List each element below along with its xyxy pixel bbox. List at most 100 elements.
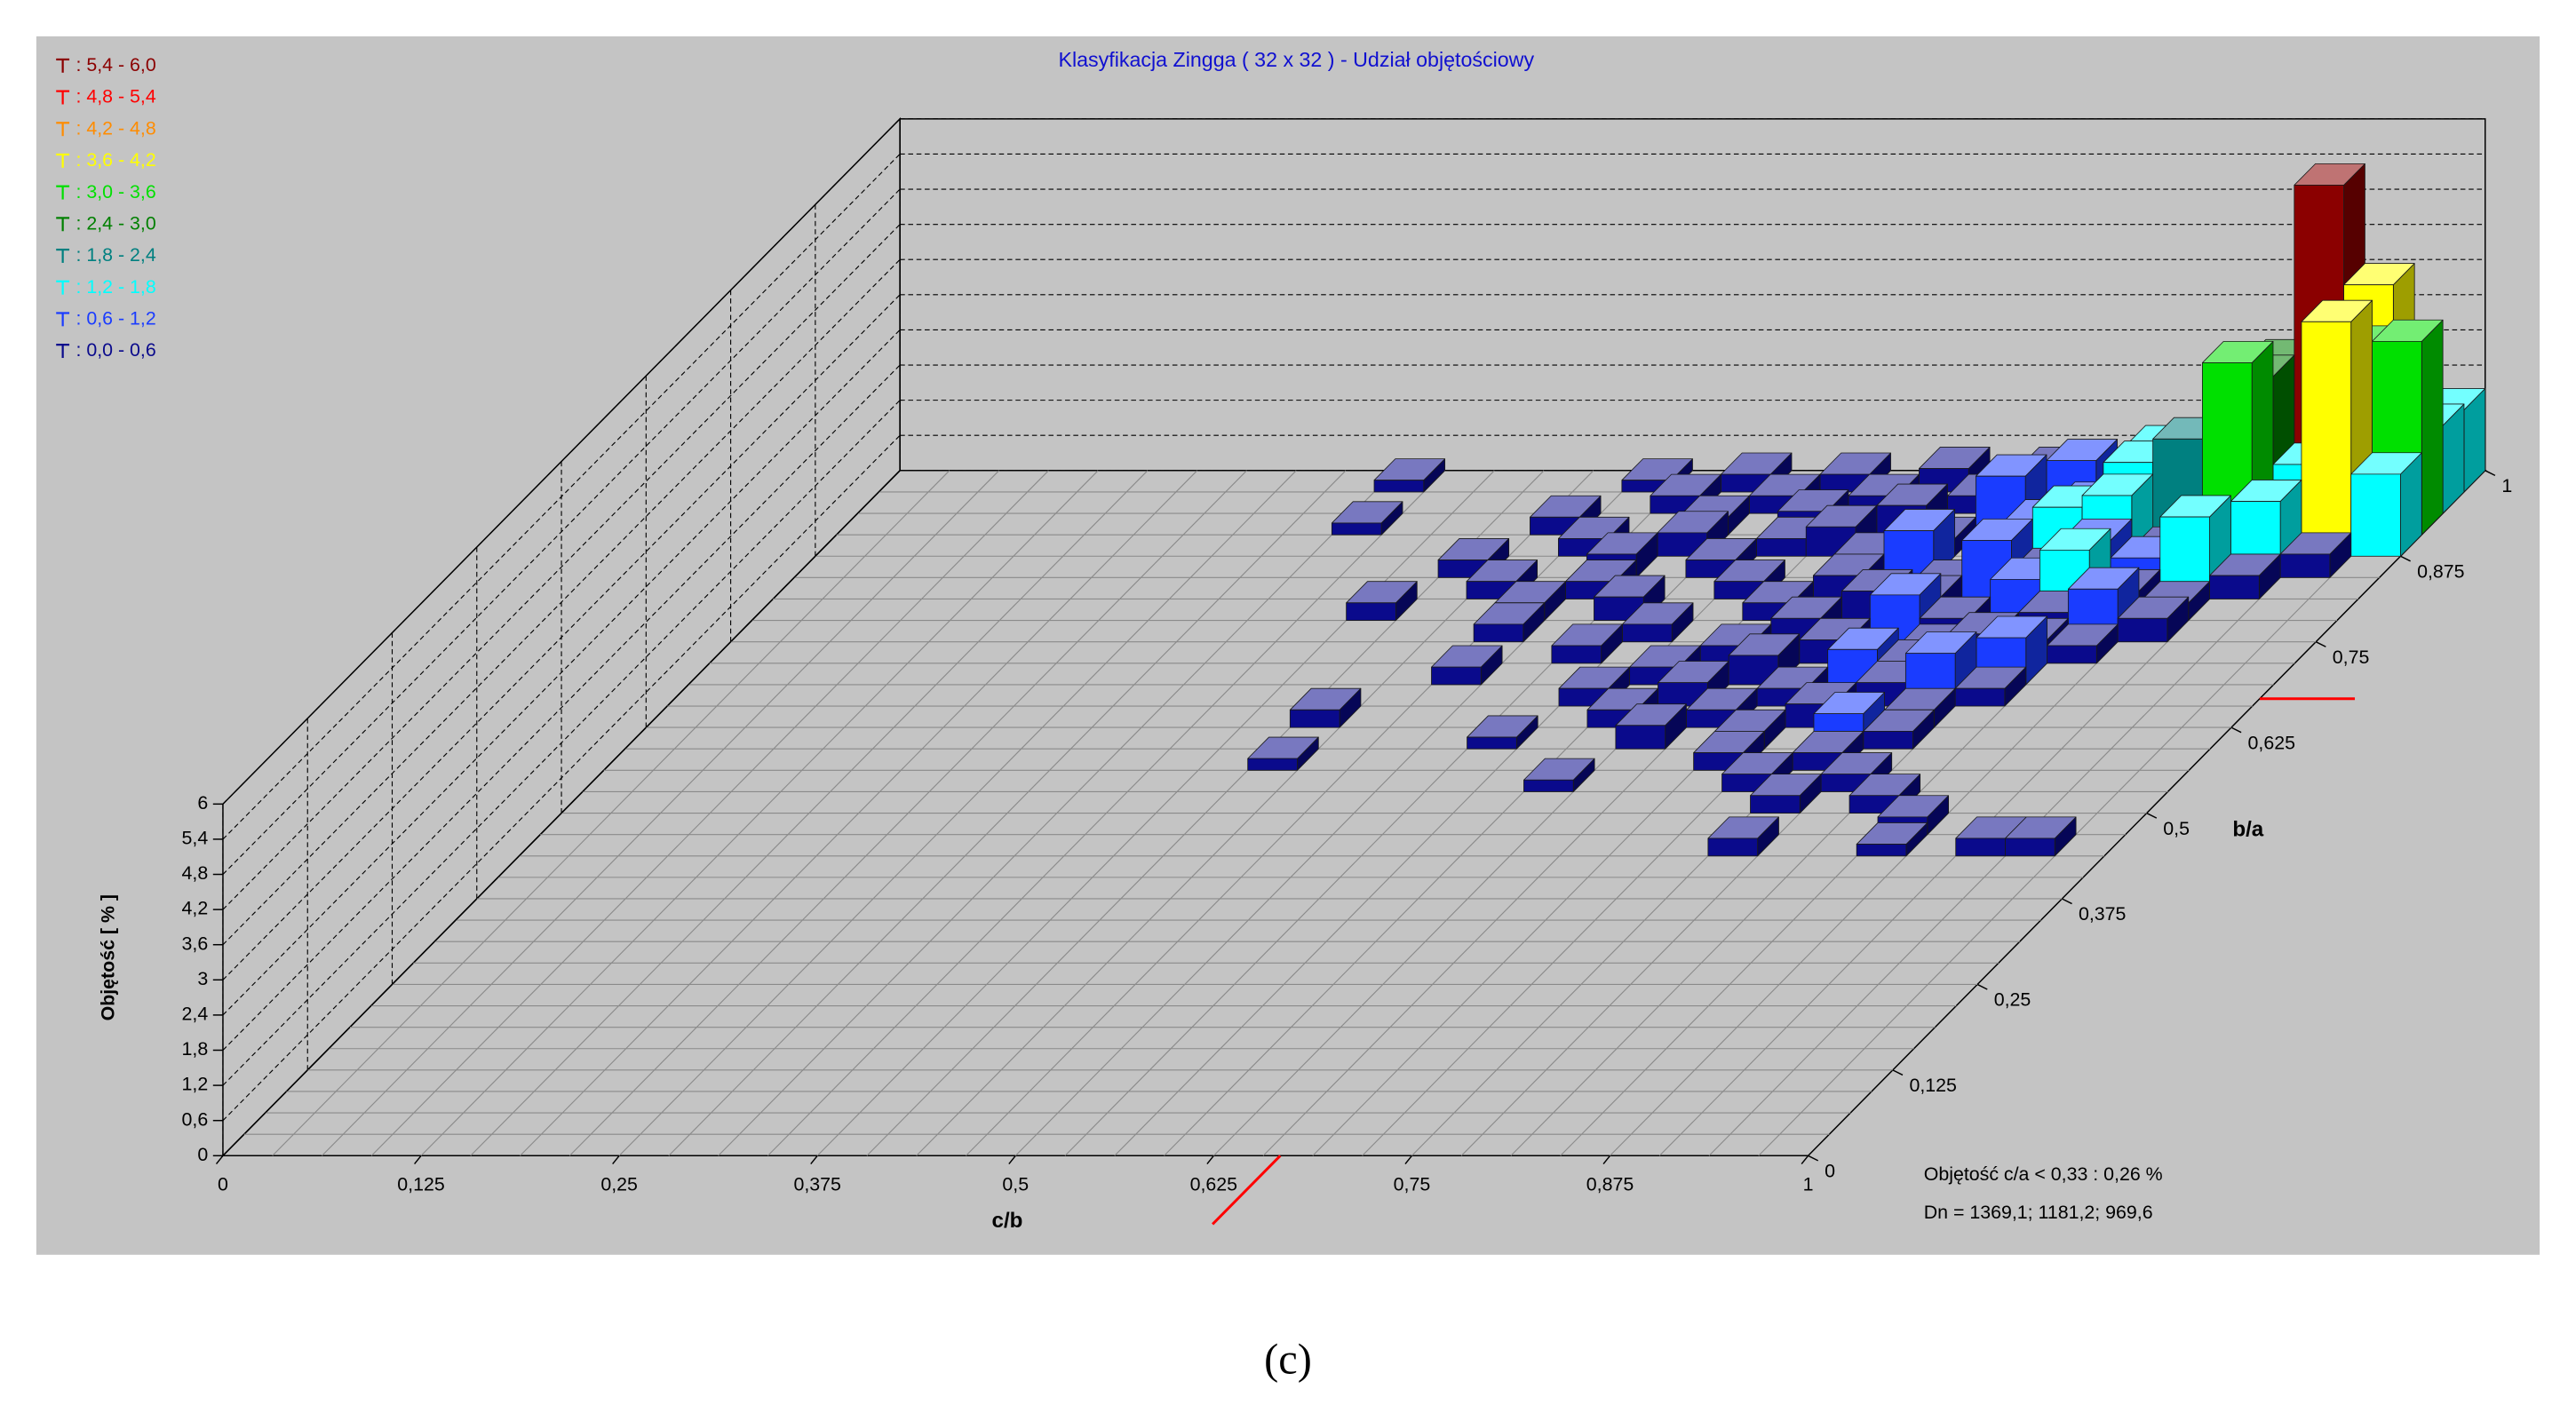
bar (1750, 774, 1822, 814)
bar-front-face (2279, 553, 2331, 578)
bar (2209, 553, 2281, 599)
plot-area: 0 0,6 1,2 1,8 2,4 3 3,6 4,2 4,8 5,4 6 0 0,125 0,25 0,3… (182, 117, 2512, 1226)
x-tick (810, 1155, 818, 1165)
y-tick-label: 0,875 (2417, 560, 2464, 582)
bar (1707, 816, 1779, 857)
floor-grid-line (1758, 470, 2437, 1156)
z-tick-label: 4,8 (182, 862, 209, 884)
x-tick (1801, 1155, 1809, 1165)
legend-label: : 5,4 - 6,0 (76, 54, 156, 75)
bar (1615, 703, 1687, 750)
bar-front-face (2117, 617, 2168, 643)
y-tick-label: 0,5 (2163, 818, 2190, 839)
bar (2279, 532, 2352, 578)
bar (1856, 822, 1928, 857)
bar-front-face (1373, 480, 1425, 493)
bar (1289, 687, 1362, 728)
bar-front-face (1523, 779, 1574, 792)
x-tick (215, 1155, 224, 1165)
z-tick-label: 3,6 (182, 933, 209, 954)
legend-label: : 4,8 - 5,4 (76, 86, 156, 107)
y-tick-label: 0 (1825, 1161, 1835, 1182)
chart-title: Klasyfikacja Zingga ( 32 x 32 ) - Udział… (1059, 48, 1535, 71)
legend-label: : 2,4 - 3,0 (76, 212, 156, 234)
x-tick-label: 0 (218, 1173, 228, 1195)
bar-front-face (2301, 321, 2352, 557)
bar-front-face (1551, 645, 1602, 664)
bar-right-face (2421, 319, 2444, 536)
legend-icon (56, 153, 70, 168)
legend-icon (56, 122, 70, 137)
bar (2117, 596, 2190, 643)
z-tick-label: 0 (197, 1144, 208, 1165)
legend-icon (56, 344, 70, 359)
z-tick-label: 3 (197, 968, 208, 989)
z-tick-label: 5,4 (182, 828, 209, 849)
y-tick (2485, 470, 2496, 477)
figure-caption: (c) (1264, 1337, 1312, 1384)
z-tick-label: 2,4 (182, 1004, 209, 1025)
y-tick (2315, 641, 2326, 647)
bar (1622, 602, 1694, 643)
legend-icon (56, 185, 70, 200)
x-tick-label: 0,125 (397, 1173, 444, 1195)
bar (1863, 709, 1935, 750)
bar (1431, 645, 1503, 686)
bar-front-face (1954, 687, 2006, 707)
bar (1551, 623, 1623, 664)
y-tick (2146, 812, 2158, 819)
y-tick (1976, 983, 1988, 990)
floor-grid-line (1114, 470, 1793, 1156)
bar (2047, 623, 2119, 664)
bar (1877, 795, 1950, 836)
threshold-marker (1212, 1155, 1282, 1226)
legend-icon (56, 217, 70, 232)
z-tick-label: 4,2 (182, 898, 209, 919)
legend-icon (56, 312, 70, 327)
x-tick-label: 0,625 (1190, 1173, 1237, 1195)
bar-front-face (1622, 623, 1673, 643)
bar-front-face (1756, 538, 1807, 557)
y-tick-label: 0,375 (2079, 903, 2126, 925)
x-tick-label: 0,5 (1002, 1173, 1029, 1195)
bar (1869, 573, 1942, 643)
y-tick (2062, 898, 2072, 905)
bar-front-face (1863, 731, 1913, 750)
legend-label: : 1,2 - 1,8 (76, 276, 156, 298)
y-tick-label: 1 (2501, 475, 2512, 496)
x-tick (1206, 1155, 1214, 1165)
bar (1658, 661, 1729, 707)
bar (1373, 458, 1446, 493)
bar-front-face (1750, 795, 1801, 814)
z-grid-line (222, 364, 901, 1051)
bar (2350, 452, 2422, 557)
bar (1467, 715, 1538, 750)
annotation: Dn = 1369,1; 1181,2; 969,6 (1924, 1202, 2153, 1223)
bar-front-face (1707, 837, 1759, 857)
x-tick (612, 1155, 620, 1165)
x-tick (414, 1155, 422, 1165)
y-tick-label: 0,625 (2248, 732, 2295, 753)
z-axis-label: Objętość [ % ] (97, 894, 118, 1020)
bar (1247, 736, 1319, 771)
y-tick (1808, 1155, 1819, 1162)
bar-front-face (1467, 736, 1517, 750)
bar-front-face (1856, 844, 1907, 857)
x-tick (1008, 1155, 1016, 1165)
bar-front-face (1331, 522, 1382, 536)
z-grid-line (222, 224, 901, 910)
y-tick (2400, 555, 2411, 562)
bar-front-face (1473, 623, 1524, 643)
bar (1331, 501, 1403, 536)
bar (2005, 816, 2077, 857)
bar-front-face (2209, 575, 2260, 599)
bar-front-face (1615, 725, 1666, 750)
x-tick (1602, 1155, 1611, 1165)
legend-label: : 1,8 - 2,4 (76, 244, 156, 266)
bar-front-face (2350, 473, 2401, 557)
y-tick-label: 0,75 (2333, 647, 2370, 668)
x-tick-label: 0,25 (600, 1173, 638, 1195)
bar-front-face (2005, 837, 2055, 857)
